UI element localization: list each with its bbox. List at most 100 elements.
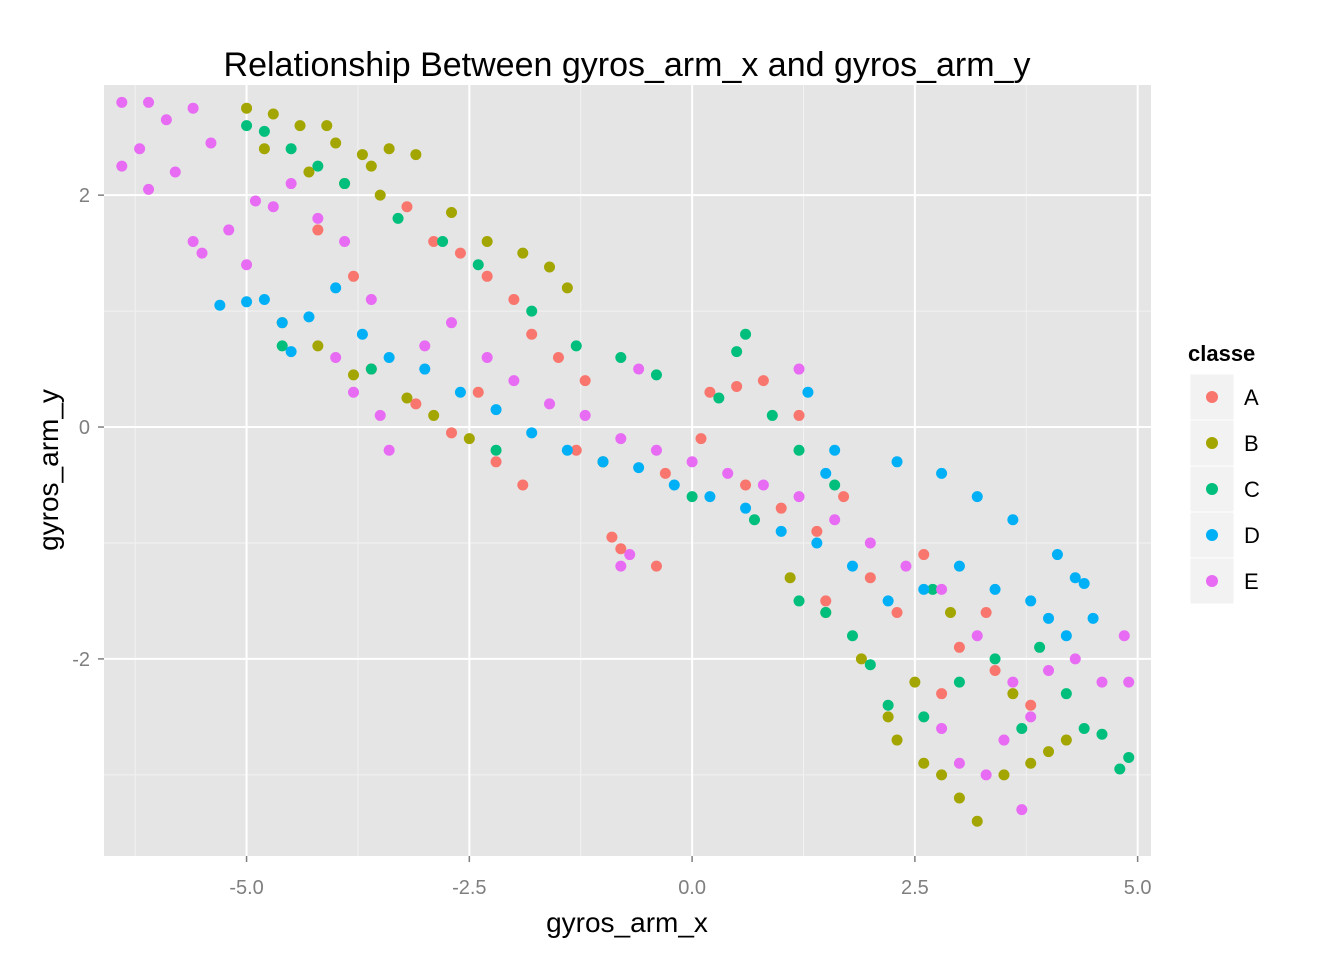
data-point-e [1069, 653, 1081, 665]
data-point-a [980, 607, 992, 619]
data-point-b [998, 769, 1010, 781]
data-point-e [223, 224, 235, 236]
data-point-b [481, 236, 493, 248]
data-point-e [971, 630, 983, 642]
data-point-e [134, 143, 146, 155]
data-point-b [517, 247, 529, 259]
data-point-b [561, 282, 573, 294]
data-point-c [1016, 722, 1028, 734]
data-point-c [570, 340, 582, 352]
data-point-d [1078, 578, 1090, 590]
data-point-d [1060, 630, 1072, 642]
data-point-e [936, 583, 948, 595]
data-point-e [624, 549, 636, 561]
data-point-e [615, 560, 627, 572]
data-point-b [258, 143, 270, 155]
data-point-d [258, 293, 270, 305]
data-point-e [579, 409, 591, 421]
axis-ticks [98, 194, 1139, 862]
legend-label-c: C [1244, 477, 1260, 502]
data-point-c [793, 595, 805, 607]
data-point-a [811, 525, 823, 537]
data-point-a [659, 467, 671, 479]
data-point-e [330, 351, 342, 363]
data-point-e [249, 195, 261, 207]
data-point-a [918, 549, 930, 561]
x-tick-label: 5.0 [1124, 877, 1152, 899]
data-point-e [1123, 676, 1135, 688]
data-point-b [1007, 688, 1019, 700]
data-point-a [793, 409, 805, 421]
data-point-e [116, 96, 128, 108]
data-point-e [143, 183, 155, 195]
data-point-a [428, 236, 440, 248]
data-point-e [1043, 664, 1055, 676]
data-point-e [267, 201, 279, 213]
data-point-d [953, 560, 965, 572]
data-point-b [303, 166, 315, 178]
legend-label-d: D [1244, 523, 1260, 548]
data-point-e [196, 247, 208, 259]
data-point-e [793, 491, 805, 503]
axis-tick-labels: -5.0 -2.5 0.0 2.5 5.0 -2 0 2 [72, 185, 1151, 899]
data-point-e [900, 560, 912, 572]
data-point-a [731, 380, 743, 392]
legend-swatch-a [1206, 391, 1218, 403]
data-point-c [820, 607, 832, 619]
data-point-b [410, 149, 422, 161]
data-point-d [633, 462, 645, 474]
data-point-d [775, 525, 787, 537]
data-point-e [339, 236, 351, 248]
data-point-c [989, 653, 1001, 665]
data-point-e [481, 351, 493, 363]
data-point-c [312, 160, 324, 172]
data-point-e [686, 456, 698, 468]
data-points [116, 96, 1135, 827]
x-tick-label: 2.5 [901, 877, 929, 899]
data-point-b [855, 653, 867, 665]
data-point-b [446, 207, 458, 219]
data-point-e [116, 160, 128, 172]
data-point-c [1078, 722, 1090, 734]
data-point-c [472, 259, 484, 271]
data-point-d [989, 583, 1001, 595]
data-point-d [597, 456, 609, 468]
data-point-c [1114, 763, 1126, 775]
data-point-d [1025, 595, 1037, 607]
data-point-d [936, 467, 948, 479]
data-point-e [508, 375, 520, 387]
data-point-e [169, 166, 181, 178]
data-point-e [829, 514, 841, 526]
data-point-b [356, 149, 368, 161]
data-point-c [731, 346, 743, 358]
data-point-e [347, 386, 359, 398]
data-point-a [517, 479, 529, 491]
data-point-e [757, 479, 769, 491]
data-point-d [490, 404, 502, 416]
data-point-c [918, 711, 930, 723]
data-point-c [285, 143, 297, 155]
legend-label-e: E [1244, 569, 1259, 594]
data-point-d [1069, 572, 1081, 584]
data-point-d [526, 427, 538, 439]
data-point-c [829, 479, 841, 491]
data-point-e [1096, 676, 1108, 688]
data-point-e [1118, 630, 1130, 642]
data-point-d [276, 317, 288, 329]
data-point-a [454, 247, 466, 259]
data-point-a [490, 456, 502, 468]
data-point-a [401, 201, 413, 213]
major-gridlines [104, 85, 1151, 856]
data-point-d [891, 456, 903, 468]
data-point-e [1025, 711, 1037, 723]
data-point-a [570, 444, 582, 456]
data-point-d [1087, 612, 1099, 624]
data-point-d [419, 363, 431, 375]
data-point-c [258, 125, 270, 137]
data-point-a [953, 641, 965, 653]
data-point-a [508, 293, 520, 305]
data-point-d [820, 467, 832, 479]
data-point-c [339, 178, 351, 190]
data-point-e [205, 137, 217, 149]
data-point-a [864, 572, 876, 584]
